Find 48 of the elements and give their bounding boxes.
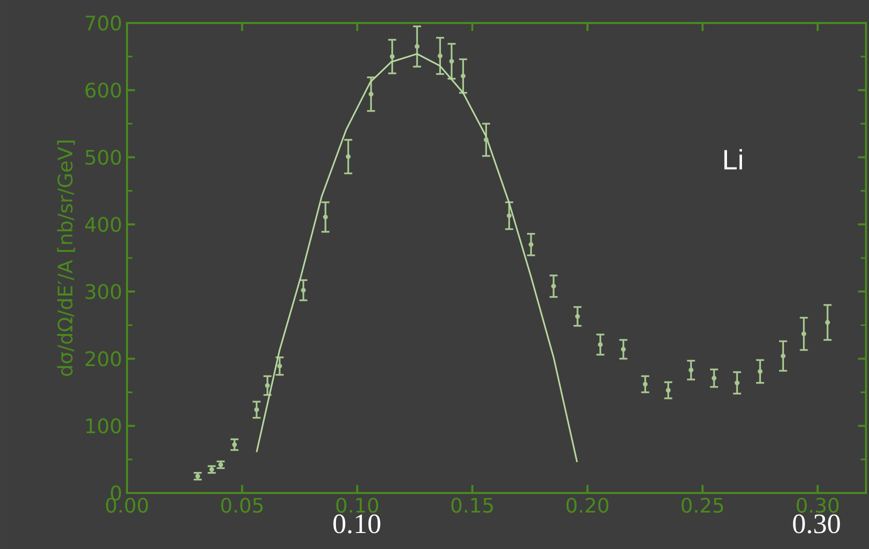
point	[390, 54, 395, 59]
x-tick-label: 0.15	[451, 498, 493, 513]
point	[346, 154, 351, 160]
y-tick-label: 300	[86, 284, 121, 300]
point	[438, 53, 442, 58]
point	[368, 92, 374, 97]
point	[528, 242, 534, 247]
point	[666, 388, 671, 393]
point	[254, 407, 260, 412]
point	[460, 74, 466, 78]
x-tick-label: 0.20	[566, 498, 608, 513]
point	[232, 442, 237, 448]
point	[801, 331, 806, 336]
y-tick-label: 400	[85, 216, 121, 232]
annotation: Li	[724, 149, 742, 170]
point	[642, 382, 648, 387]
y-tick-label: 600	[86, 82, 121, 98]
point	[598, 342, 603, 348]
text: 0.30	[793, 514, 840, 534]
text: 0.10	[333, 514, 380, 534]
point	[825, 320, 830, 325]
x-tick-label: 0.05	[221, 498, 263, 513]
point	[758, 369, 762, 374]
point	[323, 214, 328, 220]
point	[449, 58, 454, 64]
point	[506, 213, 512, 218]
point	[575, 314, 580, 319]
point	[620, 346, 626, 352]
line-series	[256, 53, 578, 463]
point	[734, 380, 740, 386]
point	[551, 284, 556, 289]
point	[780, 354, 786, 358]
y-tick-label: 700	[86, 15, 121, 31]
point	[300, 288, 306, 293]
point	[195, 474, 200, 479]
point	[688, 368, 694, 373]
point	[414, 44, 420, 49]
y-axis-title: dσ/dΩ/dE′/A [nb/sr/GeV]	[57, 140, 75, 376]
point	[265, 383, 270, 388]
point	[484, 137, 489, 142]
y-tick-label: 100	[86, 418, 121, 434]
x-tick-label: 0.10	[336, 498, 378, 513]
y-tick-label: 500	[86, 150, 121, 165]
y-tick-label: 200	[86, 351, 121, 366]
point	[277, 364, 282, 368]
point	[712, 376, 716, 381]
x-tick-label: 0.30	[796, 498, 839, 513]
x-tick-label: 0.25	[682, 498, 724, 513]
